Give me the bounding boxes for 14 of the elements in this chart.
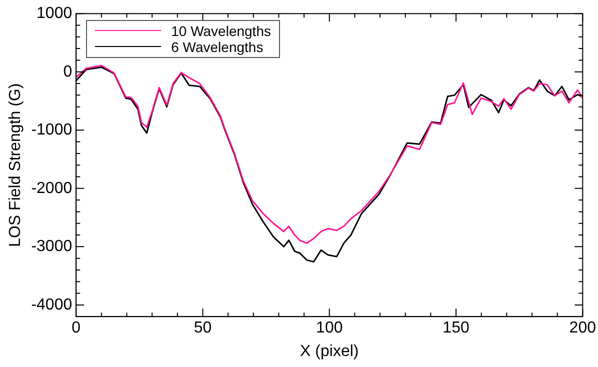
- y-tick-label: -4000: [31, 296, 72, 314]
- x-tick-label: 200: [569, 320, 596, 337]
- y-tick-label: 1000: [36, 5, 72, 22]
- legend-label: 10 Wavelengths: [171, 22, 271, 39]
- y-axis-title: LOS Field Strength (G): [7, 83, 24, 247]
- y-tick-label: 0: [63, 63, 72, 80]
- y-tick-label: -2000: [31, 180, 72, 197]
- x-tick-label: 100: [316, 320, 343, 337]
- legend-label: 6 Wavelengths: [171, 38, 264, 55]
- x-tick-label: 150: [442, 320, 470, 337]
- x-tick-label: 50: [194, 320, 212, 337]
- x-axis-title: X (pixel): [300, 342, 359, 360]
- y-tick-label: -3000: [31, 238, 72, 256]
- y-tick-label: -1000: [31, 122, 72, 139]
